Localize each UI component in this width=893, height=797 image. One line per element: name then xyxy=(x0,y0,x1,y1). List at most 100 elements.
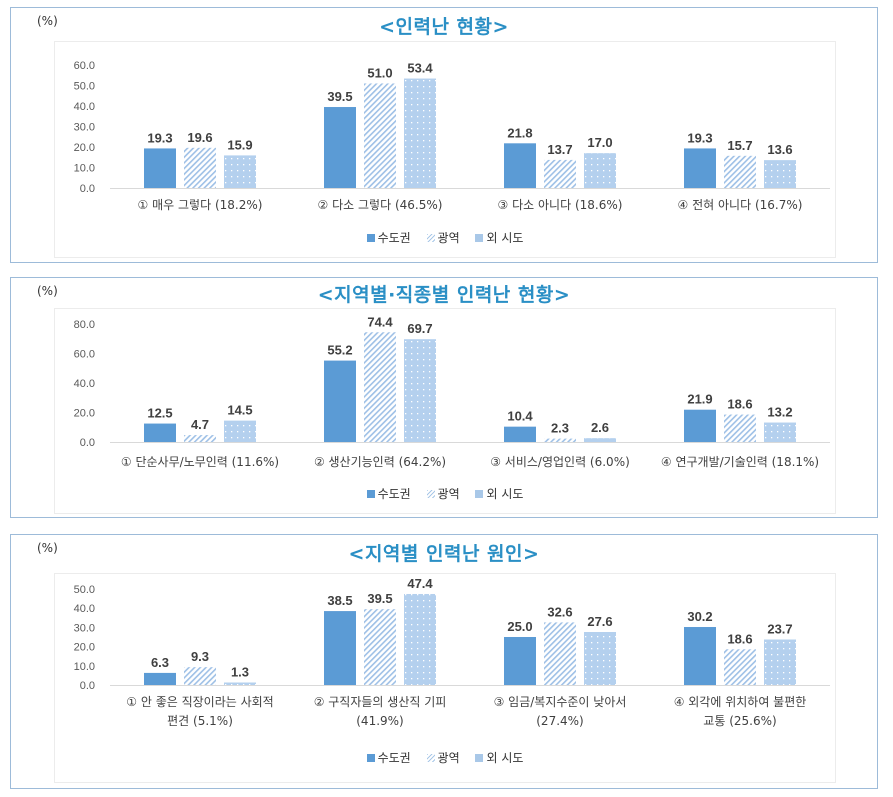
category-label: ② 다소 그렇다 (46.5%) xyxy=(318,197,443,212)
category-label: ④ 전혀 아니다 (16.7%) xyxy=(678,198,803,212)
bar-other xyxy=(764,160,796,188)
hatch-swatch-icon xyxy=(426,233,435,242)
bar-capital xyxy=(324,611,356,685)
bar-value-label: 13.2 xyxy=(767,405,792,420)
bar-value-label: 14.5 xyxy=(227,403,252,418)
category-label: ④ 외각에 위치하여 불편한 xyxy=(674,695,807,709)
unit-label: (%) xyxy=(37,284,58,298)
y-tick-label: 60.0 xyxy=(74,349,95,361)
bar-other xyxy=(224,420,256,442)
dots-swatch-icon xyxy=(475,489,484,498)
bar-other xyxy=(584,438,616,442)
y-tick-label: 80.0 xyxy=(74,319,95,331)
bar-metro xyxy=(184,667,216,685)
category-label: ② 구직자들의 생산직 기피 xyxy=(314,695,447,709)
bar-metro xyxy=(724,414,756,442)
bar-value-label: 17.0 xyxy=(587,135,612,150)
bar-metro xyxy=(184,435,216,442)
y-tick-label: 0.0 xyxy=(80,437,95,449)
solid-swatch-icon xyxy=(366,753,375,762)
bar-metro xyxy=(724,155,756,188)
legend-item-metro: 광역 xyxy=(426,229,460,246)
bar-capital xyxy=(504,426,536,442)
category-label: ③ 임금/복지수준이 낮아서 xyxy=(494,695,627,709)
bar-chart: 0.0 10.0 20.0 30.0 40.0 50.0 60.0 19.3 19.6 15.9 ①… xyxy=(74,60,830,212)
bar-other xyxy=(224,155,256,188)
bar-value-label: 13.7 xyxy=(547,142,572,157)
bar-value-label: 1.3 xyxy=(231,665,249,680)
chart-legend: 수도권 광역 외 시도 xyxy=(55,485,835,502)
y-tick-label: 20.0 xyxy=(74,408,95,420)
bar-metro xyxy=(544,622,576,685)
category-label: ③ 다소 아니다 (18.6%) xyxy=(498,198,623,212)
bar-other xyxy=(404,593,436,685)
bar-metro xyxy=(364,332,396,442)
y-tick-label: 20.0 xyxy=(74,142,95,154)
category-label: ① 안 좋은 직장이라는 사회적 xyxy=(126,695,273,709)
dots-swatch-icon xyxy=(475,753,484,762)
category-label: 교통 (25.6%) xyxy=(703,714,776,728)
bar-capital xyxy=(504,143,536,188)
bar-other xyxy=(764,639,796,685)
bar-value-label: 2.3 xyxy=(551,421,569,436)
y-tick-label: 10.0 xyxy=(74,661,95,673)
bar-value-label: 21.9 xyxy=(687,392,712,407)
bar-capital xyxy=(684,148,716,188)
category-label: ④ 연구개발/기술인력 (18.1%) xyxy=(661,455,819,469)
bar-value-label: 51.0 xyxy=(367,65,392,80)
bar-value-label: 53.4 xyxy=(407,61,433,76)
bar-value-label: 39.5 xyxy=(367,591,392,606)
unit-label: (%) xyxy=(37,14,58,28)
y-tick-label: 0.0 xyxy=(80,680,95,692)
category-label: ① 단순사무/노무인력 (11.6%) xyxy=(121,455,279,469)
bar-value-label: 23.7 xyxy=(767,621,792,636)
bar-chart: 0.0 10.0 20.0 30.0 40.0 50.0 6.3 9.3 1.3 ① 안 좋은 직… xyxy=(74,576,830,728)
bar-capital xyxy=(144,423,176,442)
y-tick-label: 30.0 xyxy=(74,122,95,134)
bar-value-label: 18.6 xyxy=(727,397,752,412)
bar-value-label: 19.3 xyxy=(147,130,172,145)
bar-value-label: 32.6 xyxy=(547,604,572,619)
y-tick-label: 40.0 xyxy=(74,101,95,113)
bar-metro xyxy=(364,609,396,685)
category-label: (27.4%) xyxy=(536,714,583,728)
bar-capital xyxy=(144,148,176,188)
bar-value-label: 18.6 xyxy=(727,631,752,646)
chart-title: <지역별·직종별 인력난 현황> xyxy=(317,284,571,306)
chart-panel: 0.0 20.0 40.0 60.0 80.0 12.5 4.7 14.5 ① 단순사무/노무인… xyxy=(54,308,836,514)
y-tick-label: 40.0 xyxy=(74,603,95,615)
bar-value-label: 38.5 xyxy=(327,593,352,608)
y-tick-label: 10.0 xyxy=(74,163,95,175)
bar-value-label: 25.0 xyxy=(507,619,532,634)
hatch-swatch-icon xyxy=(426,489,435,498)
chart-box-shortage-status: (%) <인력난 현황> 0.0 10.0 20.0 30.0 40.0 50.0 60.0… xyxy=(10,7,878,263)
bar-value-label: 69.7 xyxy=(407,321,432,336)
bar-capital xyxy=(684,409,716,442)
category-label: ③ 서비스/영업인력 (6.0%) xyxy=(490,455,630,469)
chart-box-occupation-shortage: (%) <지역별·직종별 인력난 현황> 0.0 20.0 40.0 60.0 80.0… xyxy=(10,277,878,518)
bar-value-label: 55.2 xyxy=(327,343,352,358)
bar-value-label: 13.6 xyxy=(767,142,792,157)
bar-value-label: 15.7 xyxy=(727,138,752,153)
legend-item-other: 외 시도 xyxy=(475,749,523,766)
bar-metro xyxy=(544,159,576,188)
legend-item-capital: 수도권 xyxy=(366,229,411,246)
bar-capital xyxy=(144,672,176,685)
bar-value-label: 4.7 xyxy=(191,417,209,432)
bar-metro xyxy=(364,83,396,188)
bar-capital xyxy=(684,627,716,685)
bar-chart: 0.0 20.0 40.0 60.0 80.0 12.5 4.7 14.5 ① 단순사무/노무인… xyxy=(74,314,830,469)
chart-legend: 수도권 광역 외 시도 xyxy=(55,749,835,766)
chart-legend: 수도권 광역 외 시도 xyxy=(55,229,835,246)
bar-other xyxy=(764,422,796,442)
chart-box-shortage-causes: (%) <지역별 인력난 원인> 0.0 10.0 20.0 30.0 40.0 50.0… xyxy=(10,534,878,789)
legend-item-other: 외 시도 xyxy=(475,485,523,502)
hatch-swatch-icon xyxy=(426,753,435,762)
y-tick-label: 40.0 xyxy=(74,378,95,390)
bar-value-label: 12.5 xyxy=(147,406,172,421)
category-label: (41.9%) xyxy=(356,714,403,728)
bar-value-label: 2.6 xyxy=(591,420,609,435)
category-label: ② 생산기능인력 (64.2%) xyxy=(314,455,446,469)
bar-other xyxy=(584,153,616,188)
bar-other xyxy=(224,682,256,685)
